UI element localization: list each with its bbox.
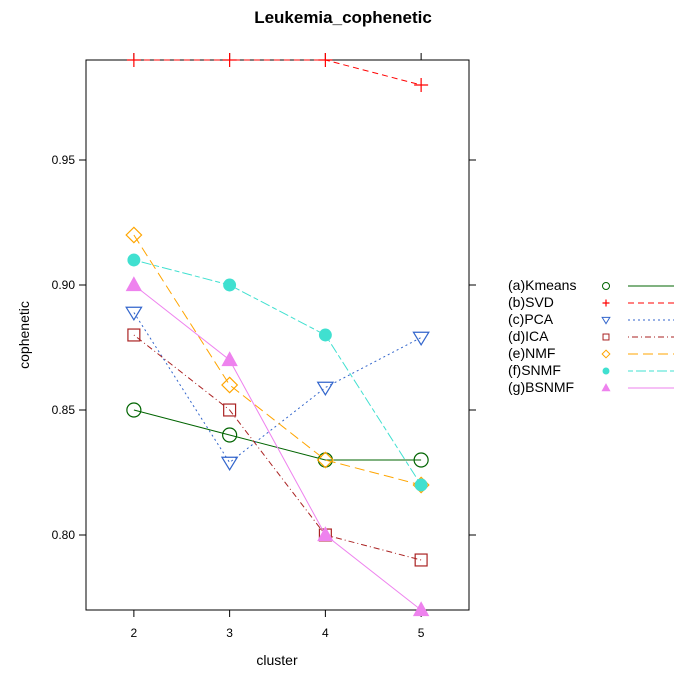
series-7 (125, 276, 430, 617)
legend-entry: (b)SVD (508, 294, 674, 310)
legend-entry: (d)ICA (508, 328, 674, 344)
data-point (318, 328, 332, 342)
data-point (601, 383, 611, 392)
legend-entry: (e)NMF (508, 345, 674, 361)
plot-frame (85, 59, 470, 611)
y-axis-label: cophenetic (16, 301, 32, 369)
x-tick-label: 2 (131, 626, 138, 640)
data-point (602, 367, 610, 375)
data-point (220, 456, 239, 472)
data-point (222, 427, 238, 443)
x-tick-label: 4 (322, 626, 329, 640)
data-point (602, 282, 610, 290)
y-tick-label: 0.85 (52, 403, 76, 417)
legend-label: (e)NMF (508, 345, 555, 361)
y-tick-label: 0.95 (52, 153, 76, 167)
data-point (412, 331, 430, 347)
data-point (317, 526, 334, 542)
series-6 (127, 253, 428, 492)
legend-entry: (f)SNMF (508, 362, 674, 378)
legend-label: (f)SNMF (508, 362, 561, 378)
series-line (133, 312, 422, 464)
y-tick-label: 0.80 (52, 528, 76, 542)
legend-entry: (a)Kmeans (508, 277, 674, 293)
series-line (133, 59, 422, 86)
data-point (601, 316, 611, 325)
legend: (a)Kmeans(b)SVD(c)PCA(d)ICA(e)NMF(f)SNMF… (508, 277, 674, 395)
legend-label: (b)SVD (508, 294, 554, 310)
y-tick-label: 0.90 (52, 278, 76, 292)
legend-label: (d)ICA (508, 328, 549, 344)
x-tick-label: 5 (418, 626, 425, 640)
data-point (221, 351, 238, 367)
data-point (414, 553, 428, 567)
x-tick-label: 3 (226, 626, 233, 640)
legend-label: (a)Kmeans (508, 277, 576, 293)
data-point (125, 226, 143, 244)
data-point (413, 452, 429, 468)
series-1 (126, 402, 429, 468)
data-point (127, 328, 141, 342)
data-point (221, 376, 239, 394)
data-point (602, 333, 610, 341)
series-line (133, 259, 422, 486)
data-point (126, 402, 142, 418)
series-line (133, 284, 422, 611)
data-point (316, 381, 335, 397)
series-5 (125, 226, 430, 494)
series-line (133, 334, 422, 561)
series-group (125, 53, 430, 617)
legend-label: (g)BSNMF (508, 379, 574, 395)
data-point (316, 451, 334, 469)
data-point (125, 276, 143, 292)
data-point (125, 306, 143, 322)
legend-label: (c)PCA (508, 311, 554, 327)
series-line (133, 234, 422, 486)
data-point (223, 278, 237, 292)
data-point (601, 349, 611, 359)
data-point (127, 253, 141, 267)
series-3 (125, 306, 430, 472)
data-point (602, 299, 610, 307)
data-point (412, 601, 430, 617)
data-point (222, 53, 237, 67)
legend-entry: (g)BSNMF (508, 379, 674, 395)
legend-entry: (c)PCA (508, 311, 674, 327)
data-point (223, 403, 237, 417)
data-point (414, 78, 429, 92)
data-point (126, 53, 141, 67)
data-point (318, 53, 333, 67)
series-2 (126, 53, 429, 92)
axes: 2 3 4 5 0.80 0.85 0.90 0.95 (52, 53, 476, 640)
x-axis-label: cluster (256, 652, 298, 668)
chart-title: Leukemia_cophenetic (254, 8, 432, 27)
data-point (414, 478, 428, 492)
